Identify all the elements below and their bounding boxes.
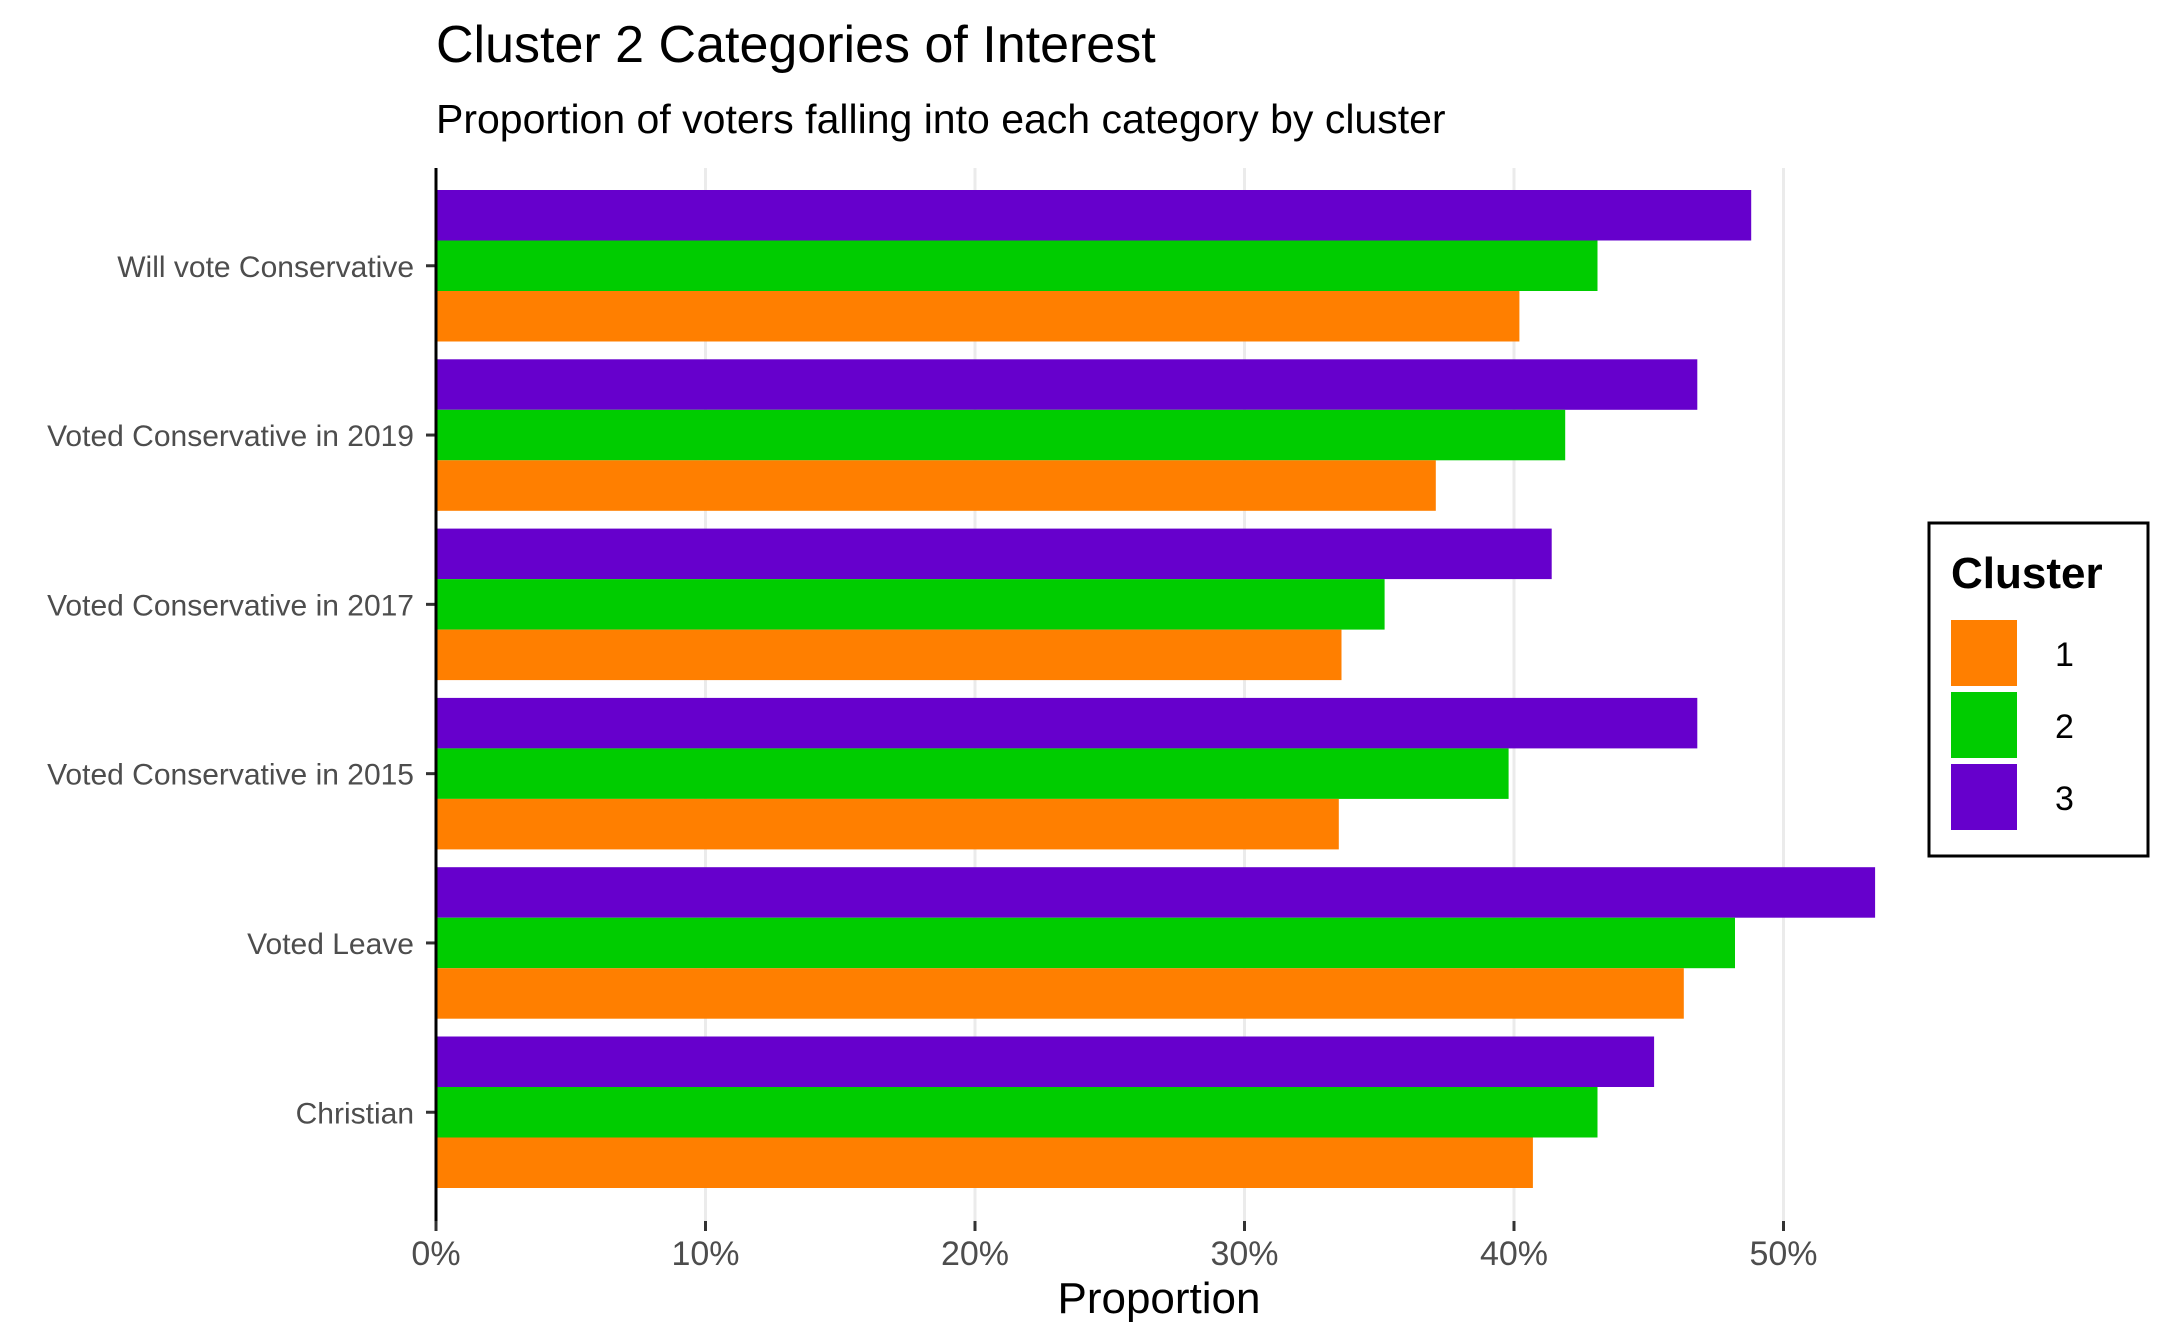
bar-cluster-1: [436, 968, 1684, 1019]
chart-subtitle: Proportion of voters falling into each c…: [436, 96, 1446, 142]
axes: 0% 10% 20% 30% 40% 50% Will vote Conservative V…: [47, 168, 1818, 1273]
bars: [436, 190, 1876, 1188]
x-tick-label: 20%: [941, 1235, 1009, 1273]
y-tick-label: Voted Conservative in 2019: [47, 420, 414, 453]
bar-cluster-1: [436, 798, 1339, 850]
y-tick-label: Voted Conservative in 2015: [47, 759, 414, 792]
x-tick-label: 30%: [1210, 1235, 1278, 1273]
x-tick-label: 40%: [1480, 1235, 1548, 1273]
bar-cluster-1: [436, 460, 1436, 511]
bar-cluster-1: [436, 1137, 1533, 1188]
y-tick-label: Christian: [296, 1097, 414, 1130]
y-tick-label: Will vote Conservative: [117, 251, 414, 284]
legend-items: 1 2 3: [1951, 620, 2074, 830]
bar-cluster-3: [436, 528, 1552, 580]
legend-label: 3: [2055, 780, 2074, 818]
y-tick-label: Voted Conservative in 2017: [47, 589, 414, 622]
bar-cluster-2: [436, 917, 1735, 969]
bar-cluster-3: [436, 697, 1698, 749]
bar-cluster-3: [436, 1036, 1655, 1087]
legend-label: 1: [2055, 636, 2074, 674]
chart-title: Cluster 2 Categories of Interest: [436, 16, 1156, 74]
legend: Cluster 1 2 3: [1927, 521, 2150, 858]
legend-title: Cluster: [1951, 549, 2103, 598]
x-tick-label: 50%: [1749, 1235, 1817, 1273]
bar-cluster-1: [436, 291, 1520, 342]
bar-cluster-3: [436, 190, 1752, 241]
x-tick-label: 0%: [411, 1235, 460, 1273]
legend-key-cluster-2: [1951, 692, 2017, 758]
bar-cluster-2: [436, 409, 1566, 461]
y-tick-label: Voted Leave: [247, 928, 414, 961]
x-tick-label: 10%: [671, 1235, 739, 1273]
bar-cluster-1: [436, 629, 1342, 681]
bar-cluster-2: [436, 579, 1385, 630]
legend-key-cluster-1: [1951, 620, 2017, 686]
bar-cluster-2: [436, 748, 1509, 799]
legend-label: 2: [2055, 708, 2074, 746]
bar-cluster-3: [436, 867, 1876, 918]
bar-cluster-2: [436, 240, 1598, 291]
bar-cluster-3: [436, 359, 1698, 410]
x-axis-label: Proportion: [1057, 1274, 1260, 1323]
legend-key-cluster-3: [1951, 764, 2017, 830]
bar-cluster-2: [436, 1087, 1598, 1138]
